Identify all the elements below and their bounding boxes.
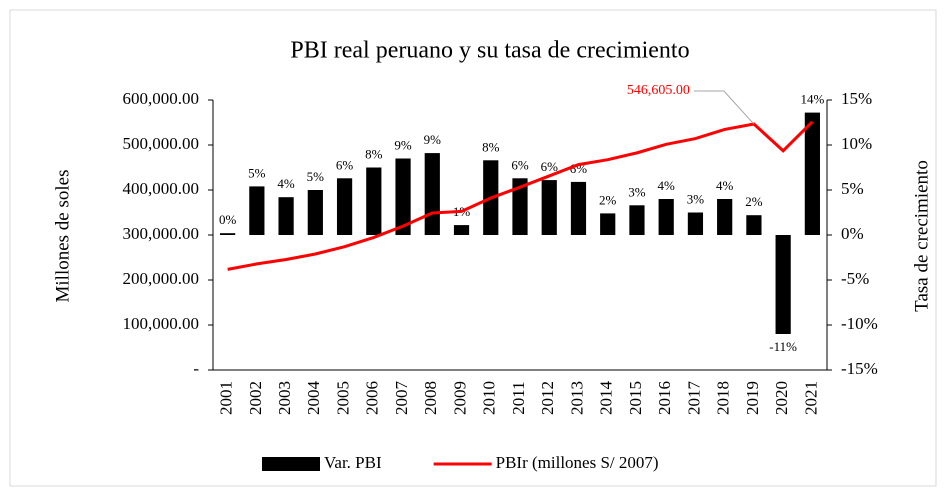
y2-tick-label: 15% xyxy=(841,89,872,108)
y2-axis-title: Tasa de crecimiento xyxy=(911,160,932,312)
data-label: 8% xyxy=(482,139,500,154)
leader-line xyxy=(693,90,755,125)
bar xyxy=(278,197,294,235)
x-tick-label: 2019 xyxy=(743,381,762,415)
data-label: 546,605.00 xyxy=(627,83,690,98)
x-tick-label: 2007 xyxy=(392,381,411,416)
y-tick-label: 400,000.00 xyxy=(123,179,200,198)
y2-tick-label: -15% xyxy=(841,359,878,378)
data-label: 4% xyxy=(716,178,734,193)
data-label: 5% xyxy=(307,169,325,184)
chart-title: PBI real peruano y su tasa de crecimient… xyxy=(290,38,689,64)
bar xyxy=(220,233,236,235)
line xyxy=(227,120,814,271)
x-tick-label: 2003 xyxy=(275,381,294,415)
data-label: 4% xyxy=(277,176,295,191)
bar xyxy=(307,190,323,235)
data-label: 3% xyxy=(628,184,646,199)
data-label: -11% xyxy=(769,339,797,354)
x-tick-label: 2013 xyxy=(567,381,586,415)
chart-border xyxy=(9,9,937,487)
x-tick-label: 2014 xyxy=(597,381,616,416)
bar xyxy=(804,112,820,235)
bar xyxy=(600,213,616,235)
x-tick-label: 2016 xyxy=(655,381,674,415)
x-tick-label: 2015 xyxy=(626,381,645,415)
x-tick-label: 2004 xyxy=(304,381,323,416)
bar xyxy=(366,167,382,235)
y-axis-title: Millones de soles xyxy=(52,170,73,303)
bar xyxy=(395,158,411,235)
data-label: 8% xyxy=(365,146,383,161)
legend-label: Var. PBI xyxy=(324,453,382,472)
y-tick-label: 200,000.00 xyxy=(123,269,200,288)
x-tick-label: 2006 xyxy=(363,381,382,415)
data-label: 2% xyxy=(599,192,617,207)
x-tick-label: 2008 xyxy=(421,381,440,415)
y-tick-label: - xyxy=(193,359,199,378)
y2-tick-label: -5% xyxy=(841,269,869,288)
x-tick-label: 2002 xyxy=(246,381,265,415)
x-tick-label: 2001 xyxy=(217,381,236,415)
y2-tick-label: 5% xyxy=(841,179,864,198)
y2-tick-label: 0% xyxy=(841,224,864,243)
data-label: 9% xyxy=(424,132,442,147)
bar xyxy=(336,178,353,235)
y-tick-label: 500,000.00 xyxy=(123,134,200,153)
x-tick-label: 2018 xyxy=(714,381,733,415)
bar xyxy=(629,205,645,235)
x-tick-label: 2017 xyxy=(684,381,703,416)
bar xyxy=(424,153,440,235)
bar xyxy=(512,178,528,235)
x-tick-label: 2021 xyxy=(801,381,820,415)
x-tick-label: 2009 xyxy=(450,381,469,415)
bar xyxy=(570,181,587,235)
bar xyxy=(541,180,557,235)
bar xyxy=(746,215,762,235)
bar xyxy=(453,225,470,235)
x-tick-label: 2010 xyxy=(480,381,499,415)
data-label: 9% xyxy=(394,137,412,152)
data-label: 6% xyxy=(336,157,354,172)
data-label: 0% xyxy=(219,212,237,227)
data-label: 6% xyxy=(541,159,559,174)
y2-tick-label: -10% xyxy=(841,314,878,333)
y-tick-label: 100,000.00 xyxy=(123,314,200,333)
y2-tick-label: 10% xyxy=(841,134,872,153)
data-label: 4% xyxy=(658,178,676,193)
bar xyxy=(687,212,704,235)
bar xyxy=(775,235,791,334)
x-tick-label: 2005 xyxy=(333,381,352,415)
x-tick-label: 2012 xyxy=(538,381,557,415)
x-tick-label: 2020 xyxy=(772,381,791,415)
bar xyxy=(658,199,674,235)
legend-label: PBIr (millones S/ 2007) xyxy=(496,453,659,472)
data-label: 14% xyxy=(800,92,824,107)
data-label: 6% xyxy=(511,157,529,172)
y-tick-label: 600,000.00 xyxy=(123,89,200,108)
data-label: 5% xyxy=(248,165,266,180)
bar xyxy=(717,199,733,235)
data-label: 2% xyxy=(745,194,763,209)
y-tick-label: 300,000.00 xyxy=(123,224,200,243)
bar xyxy=(249,186,265,235)
x-tick-label: 2011 xyxy=(509,381,528,414)
legend-swatch xyxy=(262,457,320,471)
data-label: 3% xyxy=(687,191,705,206)
